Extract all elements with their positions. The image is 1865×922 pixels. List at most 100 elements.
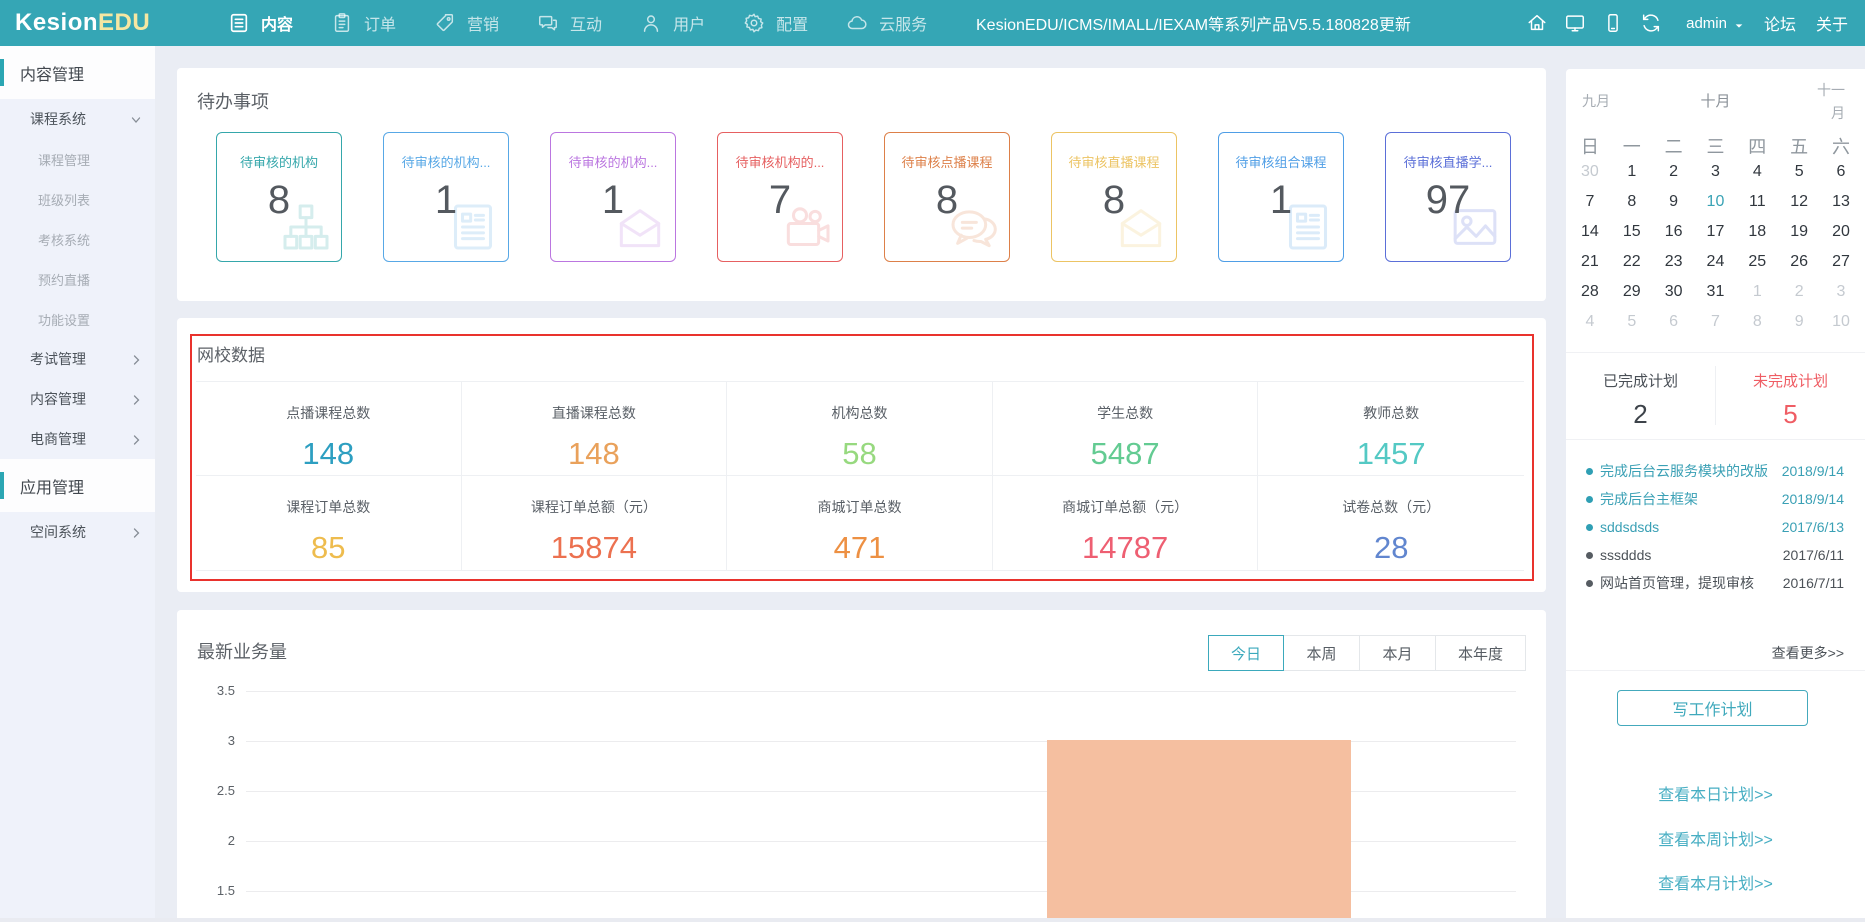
- calendar-day[interactable]: 21: [1581, 253, 1599, 270]
- calendar-day[interactable]: 29: [1622, 283, 1641, 300]
- business-tab-1[interactable]: 今日: [1207, 635, 1284, 671]
- calendar-day[interactable]: 6: [1669, 313, 1679, 330]
- calendar-day[interactable]: 1: [1627, 163, 1637, 180]
- admin-dropdown[interactable]: admin: [1670, 15, 1754, 32]
- calendar-day[interactable]: 4: [1585, 313, 1595, 330]
- business-tab-3[interactable]: 本月: [1359, 635, 1436, 671]
- calendar-day[interactable]: 24: [1706, 253, 1725, 270]
- chart-bar[interactable]: [1047, 740, 1351, 922]
- calendar-day[interactable]: 26: [1790, 253, 1809, 270]
- bottom-scrollbar-track[interactable]: [0, 918, 1865, 922]
- topnav-item-1[interactable]: 内容: [209, 0, 312, 46]
- calendar-day[interactable]: 18: [1748, 223, 1767, 240]
- refresh-icon-button[interactable]: [1632, 0, 1670, 46]
- plan-item-1[interactable]: 完成后台云服务模块的改版 2018/9/14: [1586, 457, 1844, 485]
- calendar-day[interactable]: 31: [1706, 283, 1725, 300]
- topnav-item-5[interactable]: 用户: [621, 0, 724, 46]
- topnav-item-6[interactable]: 配置: [724, 0, 827, 46]
- calendar-day[interactable]: 20: [1832, 223, 1850, 240]
- calendar-day[interactable]: 22: [1622, 253, 1641, 270]
- calendar-day[interactable]: 14: [1581, 223, 1599, 240]
- home-icon-button[interactable]: [1518, 0, 1556, 46]
- todo-card-2[interactable]: 待审核的机构... 1: [383, 132, 509, 262]
- calendar-day[interactable]: 1: [1752, 283, 1762, 300]
- calendar-day[interactable]: 30: [1664, 283, 1683, 300]
- view-today-plan-link[interactable]: 查看本日计划>>: [1658, 787, 1773, 804]
- todo-card-6[interactable]: 待审核直播课程 8: [1051, 132, 1177, 262]
- todo-card-8[interactable]: 待审核直播学... 97: [1385, 132, 1511, 262]
- plan-item-4[interactable]: sssddds 2017/6/11: [1586, 541, 1844, 569]
- todo-card-7[interactable]: 待审核组合课程 1: [1218, 132, 1344, 262]
- calendar-day[interactable]: 2: [1794, 283, 1804, 300]
- plan-item-2[interactable]: 完成后台主框架 2018/9/14: [1586, 485, 1844, 513]
- plan-item-text: 完成后台主框架: [1600, 491, 1698, 507]
- sidebar-item-9[interactable]: 内容管理: [0, 379, 155, 419]
- calendar-next-month[interactable]: 十一月: [1817, 82, 1845, 121]
- plan-item-3[interactable]: sddsdsds 2017/6/13: [1586, 513, 1844, 541]
- topnav-item-7[interactable]: 云服务: [827, 0, 946, 46]
- calendar-day[interactable]: 8: [1752, 313, 1762, 330]
- calendar-day[interactable]: 7: [1711, 313, 1720, 330]
- calendar-day[interactable]: 30: [1581, 163, 1599, 180]
- sidebar-subitem-4[interactable]: 班级列表: [0, 179, 155, 219]
- calendar-day[interactable]: 5: [1794, 163, 1804, 180]
- topbar-link-2[interactable]: 关于: [1815, 17, 1848, 34]
- sidebar-item-8[interactable]: 考试管理: [0, 339, 155, 379]
- sidebar-subitem-3[interactable]: 课程管理: [0, 139, 155, 179]
- stat-cell-7: 课程订单总额（元） 15874: [462, 476, 728, 570]
- monitor-icon-button[interactable]: [1556, 0, 1594, 46]
- calendar-day[interactable]: 10: [1832, 313, 1850, 330]
- calendar-day[interactable]: 5: [1627, 313, 1637, 330]
- calendar-day[interactable]: 27: [1832, 253, 1850, 270]
- calendar-day[interactable]: 12: [1790, 193, 1809, 210]
- see-more-link[interactable]: 查看更多>>: [1771, 645, 1844, 661]
- calendar-day-today[interactable]: 10: [1706, 193, 1725, 210]
- calendar-day[interactable]: 28: [1581, 283, 1599, 300]
- calendar-day[interactable]: 8: [1627, 193, 1637, 210]
- todo-card-4[interactable]: 待审核机构的... 7: [717, 132, 843, 262]
- sidebar-subitem-6[interactable]: 预约直播: [0, 259, 155, 299]
- todo-card-title: 待审核点播课程: [901, 155, 993, 170]
- calendar-day[interactable]: 3: [1836, 283, 1846, 300]
- calendar-day[interactable]: 19: [1790, 223, 1809, 240]
- calendar-day[interactable]: 4: [1752, 163, 1762, 180]
- calendar-cell: 3: [1695, 157, 1737, 187]
- calendar-day[interactable]: 13: [1832, 193, 1850, 210]
- view-week-plan-link[interactable]: 查看本周计划>>: [1658, 832, 1773, 849]
- calendar-day[interactable]: 9: [1669, 193, 1679, 210]
- sidebar-section-1[interactable]: 内容管理: [0, 46, 155, 99]
- business-tab-2[interactable]: 本周: [1283, 635, 1360, 671]
- calendar-day[interactable]: 17: [1706, 223, 1725, 240]
- topnav-item-3[interactable]: 营销: [415, 0, 518, 46]
- mobile-icon-button[interactable]: [1594, 0, 1632, 46]
- topnav-item-2[interactable]: 订单: [312, 0, 415, 46]
- calendar-day[interactable]: 7: [1585, 193, 1595, 210]
- app-logo[interactable]: Kesion EDU: [15, 0, 150, 46]
- todo-card-5[interactable]: 待审核点播课程 8: [884, 132, 1010, 262]
- calendar-day[interactable]: 25: [1748, 253, 1767, 270]
- sidebar-section-11[interactable]: 应用管理: [0, 459, 155, 512]
- topbar-link-1[interactable]: 论坛: [1763, 17, 1796, 34]
- calendar-day[interactable]: 15: [1622, 223, 1641, 240]
- calendar-day[interactable]: 23: [1664, 253, 1683, 270]
- topnav-item-4[interactable]: 互动: [518, 0, 621, 46]
- sidebar-item-2[interactable]: 课程系统: [0, 99, 155, 139]
- sidebar-subitem-5[interactable]: 考核系统: [0, 219, 155, 259]
- calendar-day[interactable]: 9: [1794, 313, 1804, 330]
- todo-card-1[interactable]: 待审核的机构 8: [216, 132, 342, 262]
- view-month-plan-link[interactable]: 查看本月计划>>: [1658, 876, 1773, 893]
- todo-card-3[interactable]: 待审核的机构... 1: [550, 132, 676, 262]
- sidebar-subitem-7[interactable]: 功能设置: [0, 299, 155, 339]
- business-tab-4[interactable]: 本年度: [1435, 635, 1526, 671]
- write-plan-button[interactable]: 写工作计划: [1617, 690, 1808, 726]
- calendar-day[interactable]: 3: [1711, 163, 1720, 180]
- calendar-day[interactable]: 11: [1748, 193, 1766, 210]
- calendar-day[interactable]: 6: [1836, 163, 1846, 180]
- sidebar-item-12[interactable]: 空间系统: [0, 512, 155, 552]
- plan-status-dot: [1586, 467, 1593, 475]
- plan-item-5[interactable]: 网站首页管理，提现审核 2016/7/11: [1586, 569, 1844, 597]
- calendar-day[interactable]: 2: [1669, 163, 1679, 180]
- calendar-prev-month[interactable]: 九月: [1582, 93, 1610, 109]
- sidebar-item-10[interactable]: 电商管理: [0, 419, 155, 459]
- calendar-day[interactable]: 16: [1664, 223, 1683, 240]
